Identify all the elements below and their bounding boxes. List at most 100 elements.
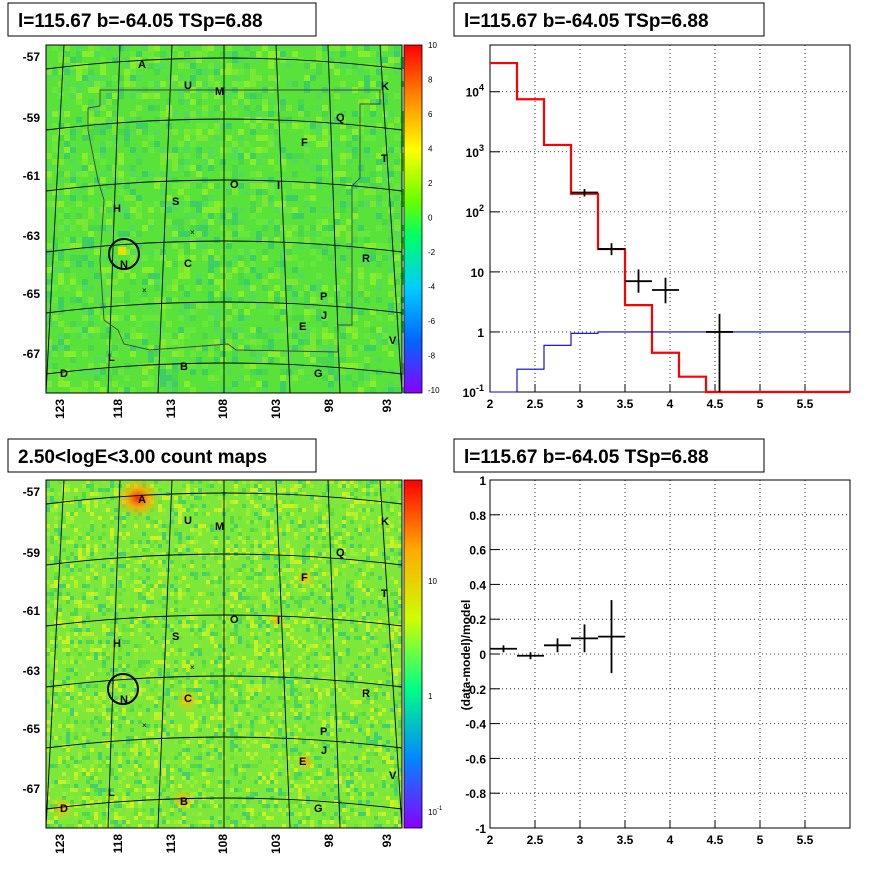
map-pixel <box>290 560 294 564</box>
map-pixel <box>208 339 214 345</box>
map-pixel <box>310 303 316 309</box>
map-pixel <box>66 708 70 712</box>
map-pixel <box>118 580 122 584</box>
map-pixel <box>382 600 386 604</box>
map-pixel <box>82 596 86 600</box>
map-pixel <box>352 213 358 219</box>
map-pixel <box>110 632 114 636</box>
map-pixel <box>278 808 282 812</box>
map-pixel <box>162 592 166 596</box>
map-pixel <box>234 732 238 736</box>
map-pixel <box>130 760 134 764</box>
map-pixel <box>230 732 234 736</box>
map-pixel <box>302 484 306 488</box>
map-pixel <box>234 736 238 740</box>
map-pixel <box>268 297 274 303</box>
map-pixel <box>330 636 334 640</box>
map-pixel <box>70 640 74 644</box>
map-pixel <box>298 728 302 732</box>
map-pixel <box>358 165 364 171</box>
map-pixel <box>250 660 254 664</box>
map-pixel <box>266 632 270 636</box>
map-pixel <box>166 668 170 672</box>
map-pixel <box>364 63 370 69</box>
map-pixel <box>190 237 196 243</box>
map-pixel <box>254 600 258 604</box>
map-pixel <box>282 516 286 520</box>
map-pixel <box>378 812 382 816</box>
map-pixel <box>218 764 222 768</box>
map-pixel <box>142 812 146 816</box>
map-pixel <box>274 536 278 540</box>
map-pixel <box>250 147 256 153</box>
map-pixel <box>136 123 142 129</box>
map-pixel <box>302 604 306 608</box>
map-pixel <box>172 129 178 135</box>
map-pixel <box>342 760 346 764</box>
map-pixel <box>230 676 234 680</box>
map-pixel <box>130 75 136 81</box>
map-pixel <box>208 261 214 267</box>
map-pixel <box>74 668 78 672</box>
map-pixel <box>232 99 238 105</box>
map-pixel <box>306 556 310 560</box>
map-pixel <box>350 752 354 756</box>
map-pixel <box>66 724 70 728</box>
map-pixel <box>314 504 318 508</box>
map-pixel <box>286 309 292 315</box>
map-pixel <box>62 684 66 688</box>
map-pixel <box>390 516 394 520</box>
map-pixel <box>358 568 362 572</box>
map-pixel <box>100 159 106 165</box>
map-pixel <box>282 720 286 724</box>
map-pixel <box>170 808 174 812</box>
map-pixel <box>70 576 74 580</box>
map-pixel <box>194 804 198 808</box>
map-pixel <box>226 636 230 640</box>
map-pixel <box>286 792 290 796</box>
map-pixel <box>262 147 268 153</box>
map-pixel <box>148 93 154 99</box>
map-pixel <box>162 588 166 592</box>
map-pixel <box>94 592 98 596</box>
map-pixel <box>46 608 50 612</box>
map-pixel <box>94 656 98 660</box>
map-pixel <box>262 592 266 596</box>
map-pixel <box>274 704 278 708</box>
map-pixel <box>346 764 350 768</box>
map-pixel <box>74 584 78 588</box>
map-pixel <box>364 237 370 243</box>
map-pixel <box>266 500 270 504</box>
map-pixel <box>238 732 242 736</box>
map-pixel <box>94 492 98 496</box>
map-pixel <box>178 309 184 315</box>
map-pixel <box>70 552 74 556</box>
source-label-q: Q <box>336 112 345 124</box>
map-pixel <box>78 624 82 628</box>
map-pixel <box>114 624 118 628</box>
map-pixel <box>178 327 184 333</box>
map-pixel <box>250 664 254 668</box>
map-pixel <box>366 576 370 580</box>
map-pixel <box>148 303 154 309</box>
map-pixel <box>182 500 186 504</box>
map-pixel <box>118 684 122 688</box>
map-pixel <box>138 684 142 688</box>
map-pixel <box>50 656 54 660</box>
map-pixel <box>314 804 318 808</box>
map-pixel <box>322 808 326 812</box>
map-pixel <box>292 153 298 159</box>
map-pixel <box>400 369 406 375</box>
source-label-k: K <box>381 81 389 93</box>
map-pixel <box>146 540 150 544</box>
map-pixel <box>94 692 98 696</box>
map-pixel <box>322 656 326 660</box>
map-pixel <box>280 375 286 381</box>
map-pixel <box>62 680 66 684</box>
map-pixel <box>166 768 170 772</box>
map-pixel <box>94 652 98 656</box>
map-pixel <box>370 339 376 345</box>
map-pixel <box>106 504 110 508</box>
map-pixel <box>358 500 362 504</box>
map-pixel <box>154 684 158 688</box>
